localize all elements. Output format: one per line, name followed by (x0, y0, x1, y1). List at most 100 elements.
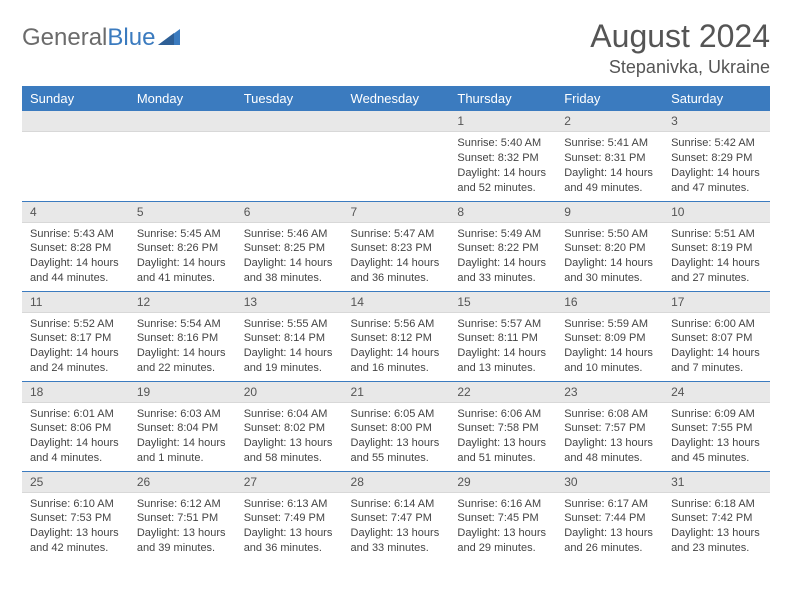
logo-text-2: Blue (107, 24, 155, 52)
day-number: 3 (663, 111, 770, 132)
calendar-cell: 2Sunrise: 5:41 AMSunset: 8:31 PMDaylight… (556, 111, 663, 201)
calendar-row: 1Sunrise: 5:40 AMSunset: 8:32 PMDaylight… (22, 111, 770, 201)
calendar-cell: 9Sunrise: 5:50 AMSunset: 8:20 PMDaylight… (556, 201, 663, 291)
day-number: 18 (22, 382, 129, 403)
weekday-header-cell: Friday (556, 86, 663, 111)
day-content: Sunrise: 6:03 AMSunset: 8:04 PMDaylight:… (129, 403, 236, 470)
calendar-cell: 15Sunrise: 5:57 AMSunset: 8:11 PMDayligh… (449, 291, 556, 381)
day-content: Sunrise: 6:10 AMSunset: 7:53 PMDaylight:… (22, 493, 129, 560)
calendar-cell: 18Sunrise: 6:01 AMSunset: 8:06 PMDayligh… (22, 381, 129, 471)
day-content: Sunrise: 5:54 AMSunset: 8:16 PMDaylight:… (129, 313, 236, 380)
calendar-cell: 20Sunrise: 6:04 AMSunset: 8:02 PMDayligh… (236, 381, 343, 471)
calendar-row: 18Sunrise: 6:01 AMSunset: 8:06 PMDayligh… (22, 381, 770, 471)
calendar-cell: 11Sunrise: 5:52 AMSunset: 8:17 PMDayligh… (22, 291, 129, 381)
calendar-cell: 19Sunrise: 6:03 AMSunset: 8:04 PMDayligh… (129, 381, 236, 471)
calendar-cell: 17Sunrise: 6:00 AMSunset: 8:07 PMDayligh… (663, 291, 770, 381)
calendar-body: 1Sunrise: 5:40 AMSunset: 8:32 PMDaylight… (22, 111, 770, 561)
weekday-header-cell: Saturday (663, 86, 770, 111)
day-number (129, 111, 236, 132)
calendar-cell: 27Sunrise: 6:13 AMSunset: 7:49 PMDayligh… (236, 471, 343, 561)
day-content: Sunrise: 5:41 AMSunset: 8:31 PMDaylight:… (556, 132, 663, 199)
calendar-cell (129, 111, 236, 201)
day-number: 23 (556, 382, 663, 403)
day-number: 31 (663, 472, 770, 493)
day-number: 8 (449, 202, 556, 223)
day-content: Sunrise: 5:45 AMSunset: 8:26 PMDaylight:… (129, 223, 236, 290)
day-number: 26 (129, 472, 236, 493)
calendar-cell: 13Sunrise: 5:55 AMSunset: 8:14 PMDayligh… (236, 291, 343, 381)
day-content: Sunrise: 6:09 AMSunset: 7:55 PMDaylight:… (663, 403, 770, 470)
calendar-row: 4Sunrise: 5:43 AMSunset: 8:28 PMDaylight… (22, 201, 770, 291)
day-number: 24 (663, 382, 770, 403)
day-content: Sunrise: 6:01 AMSunset: 8:06 PMDaylight:… (22, 403, 129, 470)
calendar-cell: 4Sunrise: 5:43 AMSunset: 8:28 PMDaylight… (22, 201, 129, 291)
day-number (343, 111, 450, 132)
calendar-cell: 7Sunrise: 5:47 AMSunset: 8:23 PMDaylight… (343, 201, 450, 291)
calendar-cell: 16Sunrise: 5:59 AMSunset: 8:09 PMDayligh… (556, 291, 663, 381)
day-number: 2 (556, 111, 663, 132)
day-number: 5 (129, 202, 236, 223)
calendar-cell: 12Sunrise: 5:54 AMSunset: 8:16 PMDayligh… (129, 291, 236, 381)
day-content: Sunrise: 5:46 AMSunset: 8:25 PMDaylight:… (236, 223, 343, 290)
day-content: Sunrise: 5:43 AMSunset: 8:28 PMDaylight:… (22, 223, 129, 290)
day-content: Sunrise: 5:51 AMSunset: 8:19 PMDaylight:… (663, 223, 770, 290)
day-content: Sunrise: 5:59 AMSunset: 8:09 PMDaylight:… (556, 313, 663, 380)
day-content: Sunrise: 6:08 AMSunset: 7:57 PMDaylight:… (556, 403, 663, 470)
day-content: Sunrise: 5:57 AMSunset: 8:11 PMDaylight:… (449, 313, 556, 380)
day-number: 16 (556, 292, 663, 313)
day-content: Sunrise: 6:12 AMSunset: 7:51 PMDaylight:… (129, 493, 236, 560)
day-number: 30 (556, 472, 663, 493)
location: Stepanivka, Ukraine (590, 57, 770, 78)
day-number: 22 (449, 382, 556, 403)
calendar-cell: 6Sunrise: 5:46 AMSunset: 8:25 PMDaylight… (236, 201, 343, 291)
day-number: 20 (236, 382, 343, 403)
weekday-header-cell: Wednesday (343, 86, 450, 111)
day-content: Sunrise: 5:50 AMSunset: 8:20 PMDaylight:… (556, 223, 663, 290)
calendar-cell: 21Sunrise: 6:05 AMSunset: 8:00 PMDayligh… (343, 381, 450, 471)
day-number: 27 (236, 472, 343, 493)
day-content: Sunrise: 5:55 AMSunset: 8:14 PMDaylight:… (236, 313, 343, 380)
day-content: Sunrise: 5:47 AMSunset: 8:23 PMDaylight:… (343, 223, 450, 290)
day-number: 19 (129, 382, 236, 403)
weekday-header-cell: Sunday (22, 86, 129, 111)
day-content: Sunrise: 6:14 AMSunset: 7:47 PMDaylight:… (343, 493, 450, 560)
day-content: Sunrise: 5:56 AMSunset: 8:12 PMDaylight:… (343, 313, 450, 380)
calendar-row: 11Sunrise: 5:52 AMSunset: 8:17 PMDayligh… (22, 291, 770, 381)
calendar-table: SundayMondayTuesdayWednesdayThursdayFrid… (22, 86, 770, 561)
month-title: August 2024 (590, 18, 770, 55)
day-number: 28 (343, 472, 450, 493)
day-number: 7 (343, 202, 450, 223)
day-content: Sunrise: 6:17 AMSunset: 7:44 PMDaylight:… (556, 493, 663, 560)
calendar-cell: 30Sunrise: 6:17 AMSunset: 7:44 PMDayligh… (556, 471, 663, 561)
calendar-cell: 24Sunrise: 6:09 AMSunset: 7:55 PMDayligh… (663, 381, 770, 471)
day-number: 1 (449, 111, 556, 132)
day-content: Sunrise: 5:52 AMSunset: 8:17 PMDaylight:… (22, 313, 129, 380)
calendar-row: 25Sunrise: 6:10 AMSunset: 7:53 PMDayligh… (22, 471, 770, 561)
day-number: 9 (556, 202, 663, 223)
day-number: 21 (343, 382, 450, 403)
calendar-cell: 25Sunrise: 6:10 AMSunset: 7:53 PMDayligh… (22, 471, 129, 561)
calendar-cell: 14Sunrise: 5:56 AMSunset: 8:12 PMDayligh… (343, 291, 450, 381)
day-content: Sunrise: 6:13 AMSunset: 7:49 PMDaylight:… (236, 493, 343, 560)
day-number: 29 (449, 472, 556, 493)
day-content: Sunrise: 6:05 AMSunset: 8:00 PMDaylight:… (343, 403, 450, 470)
day-content: Sunrise: 6:18 AMSunset: 7:42 PMDaylight:… (663, 493, 770, 560)
day-number: 13 (236, 292, 343, 313)
calendar-cell (343, 111, 450, 201)
calendar-cell: 1Sunrise: 5:40 AMSunset: 8:32 PMDaylight… (449, 111, 556, 201)
calendar-cell: 29Sunrise: 6:16 AMSunset: 7:45 PMDayligh… (449, 471, 556, 561)
day-content: Sunrise: 6:04 AMSunset: 8:02 PMDaylight:… (236, 403, 343, 470)
day-content: Sunrise: 6:00 AMSunset: 8:07 PMDaylight:… (663, 313, 770, 380)
header: GeneralBlue August 2024 Stepanivka, Ukra… (22, 18, 770, 78)
day-content: Sunrise: 5:49 AMSunset: 8:22 PMDaylight:… (449, 223, 556, 290)
calendar-cell: 23Sunrise: 6:08 AMSunset: 7:57 PMDayligh… (556, 381, 663, 471)
logo-text-1: General (22, 24, 107, 52)
calendar-cell: 3Sunrise: 5:42 AMSunset: 8:29 PMDaylight… (663, 111, 770, 201)
day-number: 12 (129, 292, 236, 313)
day-number: 15 (449, 292, 556, 313)
weekday-header-cell: Tuesday (236, 86, 343, 111)
day-content: Sunrise: 6:06 AMSunset: 7:58 PMDaylight:… (449, 403, 556, 470)
logo: GeneralBlue (22, 24, 180, 52)
calendar-cell: 22Sunrise: 6:06 AMSunset: 7:58 PMDayligh… (449, 381, 556, 471)
calendar-cell (22, 111, 129, 201)
